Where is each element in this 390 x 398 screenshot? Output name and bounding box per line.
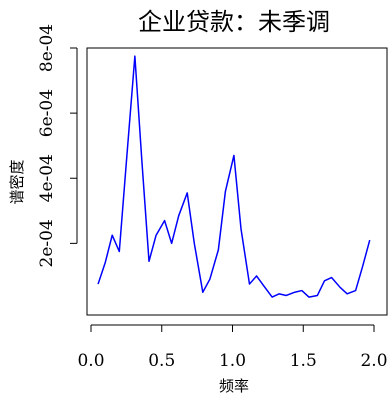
- plot-frame: [86, 47, 388, 316]
- y-tick-label: 8e-04: [37, 24, 57, 72]
- x-tick-label: 1.0: [219, 351, 246, 371]
- series-layer: [97, 55, 371, 298]
- x-tick-label: 0.0: [77, 351, 104, 371]
- y-axis-label: 谱密度: [8, 159, 26, 204]
- x-tick-label: 2.0: [360, 351, 387, 371]
- y-axis: 2e-04 4e-04 6e-04 8e-04: [37, 24, 78, 267]
- x-tick-label: 1.5: [290, 351, 317, 371]
- x-axis: 0.0 0.5 1.0 1.5 2.0: [77, 324, 388, 371]
- x-axis-label: 频率: [219, 377, 249, 395]
- series-line-0: [97, 55, 371, 298]
- chart-title: 企业贷款：未季调: [138, 8, 330, 36]
- y-tick-label: 2e-04: [37, 219, 57, 267]
- x-tick-label: 0.5: [148, 351, 175, 371]
- y-tick-label: 6e-04: [37, 89, 57, 137]
- y-tick-label: 4e-04: [37, 154, 57, 202]
